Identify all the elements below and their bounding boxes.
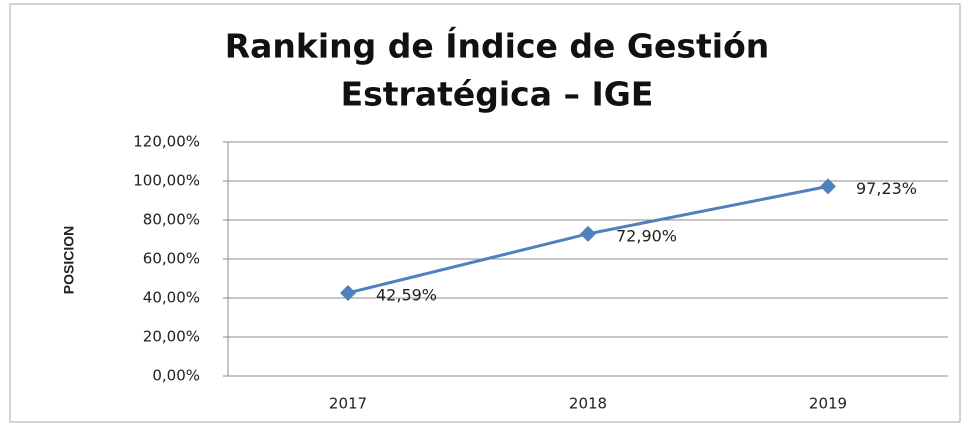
- data-label: 72,90%: [616, 226, 677, 245]
- chart-title: Estratégica – IGE: [341, 75, 654, 114]
- data-label: 97,23%: [856, 179, 917, 198]
- y-tick-label: 60,00%: [143, 250, 200, 268]
- chart-title: Ranking de Índice de Gestión: [225, 26, 770, 66]
- y-tick-label: 0,00%: [152, 367, 200, 385]
- y-tick-label: 80,00%: [143, 211, 200, 229]
- data-point: [580, 225, 596, 242]
- data-label: 42,59%: [376, 285, 437, 304]
- data-point: [340, 284, 356, 301]
- y-tick-label: 20,00%: [143, 328, 200, 346]
- x-tick-label: 2017: [329, 395, 367, 413]
- y-tick-label: 100,00%: [133, 172, 200, 190]
- chart-frame: [9, 3, 961, 423]
- y-axis-label: POSICION: [61, 226, 77, 294]
- x-tick-label: 2019: [809, 395, 847, 413]
- y-tick-label: 40,00%: [143, 289, 200, 307]
- y-tick-label: 120,00%: [133, 133, 200, 151]
- x-tick-label: 2018: [569, 395, 607, 413]
- data-point: [820, 178, 836, 195]
